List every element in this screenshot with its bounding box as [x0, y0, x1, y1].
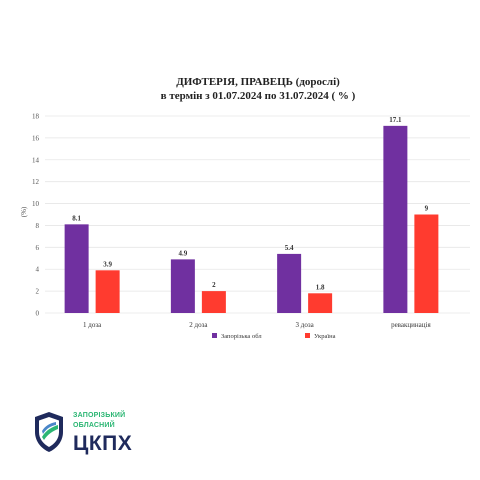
x-tick-label: 2 доза [189, 321, 208, 329]
logo-text-line2: ОБЛАСНИЙ [73, 422, 115, 429]
legend-label-ukraine: Україна [314, 333, 336, 340]
chart: ДИФТЕРІЯ, ПРАВЕЦЬ (дорослі) в термін з 0… [20, 76, 470, 340]
legend: Запорізька обл Україна [212, 333, 336, 340]
y-tick-label: 8 [36, 222, 40, 230]
data-label: 8.1 [72, 214, 81, 222]
legend-swatch-ukraine [305, 333, 310, 338]
y-tick-label: 14 [32, 156, 40, 164]
data-label: 5.4 [285, 244, 294, 252]
y-tick-label: 2 [36, 288, 40, 296]
data-label: 4.9 [179, 249, 188, 257]
bar-series0-3 [383, 125, 408, 313]
logo-wordmark: ЦКПХ [73, 432, 133, 455]
logo-text-line1: ЗАПОРІЗЬКИЙ [73, 412, 126, 419]
chart-title: ДИФТЕРІЯ, ПРАВЕЦЬ (дорослі) [176, 76, 340, 88]
bars [64, 125, 439, 313]
logo: ЗАПОРІЗЬКИЙ ОБЛАСНИЙ ЦКПХ [32, 408, 182, 458]
bar-series1-0 [95, 270, 120, 313]
data-labels: 8.1 3.9 4.9 2 5.4 1.8 17.1 9 [72, 116, 428, 291]
y-tick-label: 10 [32, 200, 40, 208]
data-label: 9 [425, 205, 429, 213]
bar-series1-1 [201, 291, 226, 313]
data-label: 1.8 [316, 283, 325, 291]
bar-series1-2 [308, 293, 333, 313]
x-tick-label: 3 доза [296, 321, 315, 329]
bar-series0-1 [170, 259, 195, 313]
legend-swatch-zaporizhia [212, 333, 217, 338]
y-tick-label: 18 [32, 113, 40, 121]
data-label: 2 [212, 281, 216, 289]
bar-series1-3 [414, 214, 439, 313]
y-tick-label: 16 [32, 134, 40, 142]
y-axis-label: (%) [20, 206, 28, 217]
y-tick-label: 4 [36, 266, 40, 274]
legend-label-zaporizhia: Запорізька обл [221, 333, 262, 340]
bar-series0-2 [277, 253, 302, 313]
shield-icon [35, 412, 63, 452]
x-tick-label: ревакцинація [391, 321, 431, 329]
data-label: 3.9 [103, 260, 112, 268]
y-tick-label: 0 [36, 310, 40, 318]
y-tick-label: 12 [32, 178, 40, 186]
x-tick-label: 1 доза [83, 321, 102, 329]
y-ticks: 0 2 4 6 8 10 12 14 16 18 [32, 113, 40, 318]
bar-series0-0 [64, 224, 89, 313]
chart-subtitle: в термін з 01.07.2024 по 31.07.2024 ( % … [161, 90, 356, 102]
y-tick-label: 6 [36, 244, 40, 252]
category-labels: 1 доза 2 доза 3 доза ревакцинація [83, 321, 431, 329]
data-label: 17.1 [389, 116, 402, 124]
